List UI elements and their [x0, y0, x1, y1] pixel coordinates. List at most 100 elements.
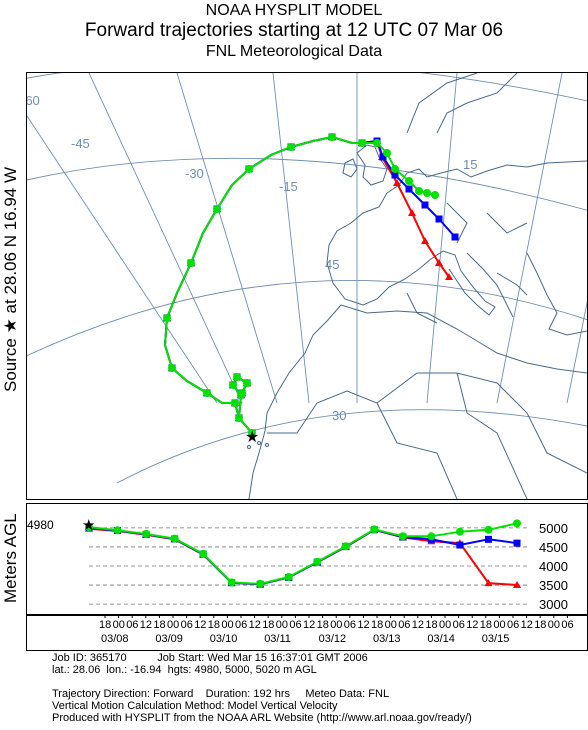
produced-with: Produced with HYSPLIT from the NOAA ARL … [52, 712, 472, 724]
trajectory-marker-green [248, 429, 256, 437]
hour-tick-label: 06 [181, 619, 193, 631]
trajectory-marker-green [383, 149, 391, 157]
height-tick-label: 4500 [539, 540, 568, 555]
footer-info: Job ID: 365170 Job Start: Wed Mar 15 16:… [52, 652, 472, 724]
hour-tick-label: 06 [235, 619, 247, 631]
trajectory-marker-green [238, 389, 246, 397]
trajectory-marker-green [391, 165, 399, 173]
hour-tick-label: 12 [357, 619, 369, 631]
hour-tick-label: 12 [194, 619, 206, 631]
trajectory-marker-green [187, 259, 195, 267]
date-tick-label: 03/11 [264, 633, 291, 645]
star-icon: ★ [245, 429, 259, 446]
trajectory-marker-blue [435, 215, 443, 223]
job-start: Job Start: Wed Mar 15 16:37:01 GMT 2006 [157, 652, 368, 664]
trajectory-marker-green [235, 414, 243, 422]
trajectory-marker-green [170, 534, 179, 543]
hour-tick-label: 00 [385, 619, 397, 631]
trajectory-lines [163, 133, 459, 437]
trajectory-marker-green [455, 527, 464, 536]
trajectory-marker-green [168, 364, 176, 372]
trajectory-marker-blue [513, 539, 521, 547]
height-tick-label: 5000 [539, 521, 568, 536]
date-tick-label: 03/12 [319, 633, 347, 645]
trajectory-marker-green [415, 187, 423, 195]
height-tick-label: 3500 [539, 578, 568, 593]
hour-tick-label: 06 [453, 619, 465, 631]
hour-tick-label: 00 [330, 619, 342, 631]
trajectory-marker-green [231, 399, 239, 407]
hour-tick-label: 00 [276, 619, 288, 631]
trajectory-marker-green [405, 177, 413, 185]
trajectory-marker-green [427, 532, 436, 541]
trajectory-marker-red [513, 581, 521, 589]
height-tick-label: 3000 [539, 597, 568, 612]
lon-label-3: -30 [185, 166, 204, 181]
hour-tick-label: 00 [221, 619, 233, 631]
trajectory-marker-green [227, 578, 236, 587]
vertical-profile-panel: 4980 ★ 5000 4500 4000 3500 3000 [26, 503, 588, 615]
trajectory-marker-green [213, 205, 221, 213]
lon-label-4: -15 [279, 179, 298, 194]
height-series-green [88, 522, 518, 585]
hour-tick-label: 18 [480, 619, 492, 631]
hour-tick-label: 18 [317, 619, 329, 631]
lon-label-2: -45 [71, 136, 90, 151]
hour-tick-label: 00 [439, 619, 451, 631]
hour-tick-label: 00 [493, 619, 505, 631]
height-tick-label: 4000 [539, 559, 568, 574]
hour-tick-label: 06 [507, 619, 519, 631]
hour-tick-label: 12 [140, 619, 152, 631]
hour-tick-label: 00 [548, 619, 560, 631]
title-line-1: NOAA HYSPLIT MODEL [205, 2, 383, 19]
hour-tick-label: 12 [303, 619, 315, 631]
lat-label-2: 30 [332, 408, 346, 423]
trajectory-marker-red [435, 259, 443, 266]
hour-tick-label: 06 [561, 619, 573, 631]
source-label: Source ★ at 28.06 N 16.94 W [1, 166, 20, 392]
trajectory-marker-blue [451, 233, 459, 241]
trajectory-marker-green [113, 526, 122, 535]
trajectory-marker-green [328, 133, 336, 141]
map-canvas: -60 -45 -30 -15 15 45 30 [27, 73, 587, 499]
trajectory-direction: Trajectory Direction: Forward [52, 688, 194, 700]
trajectory-marker-green [199, 549, 208, 558]
trajectory-marker-red [408, 209, 416, 216]
trajectory-marker-green [287, 143, 295, 151]
lon-label-1: -60 [27, 93, 40, 108]
trajectory-marker-green [373, 139, 381, 147]
date-tick-label: 03/10 [210, 633, 238, 645]
trajectory-marker-green [85, 523, 93, 532]
trajectory-marker-green [229, 381, 237, 389]
trajectory-marker-blue [391, 171, 399, 179]
date-tick-label: 03/09 [155, 633, 183, 645]
trajectory-marker-red [484, 579, 493, 587]
star-icon: ★ [82, 517, 95, 534]
hour-tick-label: 12 [412, 619, 424, 631]
vertical-method: Vertical Motion Calculation Method: Mode… [52, 700, 338, 712]
hour-tick-label: 12 [466, 619, 478, 631]
trajectory-marker-blue [421, 201, 429, 209]
trajectory-marker-green [484, 525, 493, 534]
trajectory-marker-green [142, 530, 151, 538]
title-line-2: Forward trajectories starting at 12 UTC … [84, 20, 504, 41]
hour-tick-label: 00 [167, 619, 179, 631]
trajectory-marker-red [421, 237, 429, 244]
hour-tick-label: 18 [99, 619, 111, 631]
hour-tick-label: 06 [289, 619, 301, 631]
hour-tick-label: 18 [371, 619, 383, 631]
trajectory-marker-green [245, 165, 253, 173]
trajectory-map: -60 -45 -30 -15 15 45 30 [26, 72, 588, 500]
trajectory-marker-green [163, 314, 171, 322]
trajectory-marker-green [513, 519, 521, 528]
hour-tick-label: 12 [521, 619, 533, 631]
trajectory-marker-green [431, 191, 439, 199]
vertical-chart: 4980 ★ 5000 4500 4000 3500 3000 [27, 517, 568, 612]
duration: Duration: 192 hrs [205, 688, 291, 700]
source-location: lat.: 28.06 lon.: -16.94 hgts: 4980, 500… [52, 664, 317, 676]
trajectory-marker-red [393, 179, 401, 186]
trajectory-marker-blue [456, 541, 464, 549]
date-tick-label: 03/14 [427, 633, 455, 645]
trajectory-line-green [163, 135, 436, 434]
trajectory-marker-green [284, 573, 293, 582]
